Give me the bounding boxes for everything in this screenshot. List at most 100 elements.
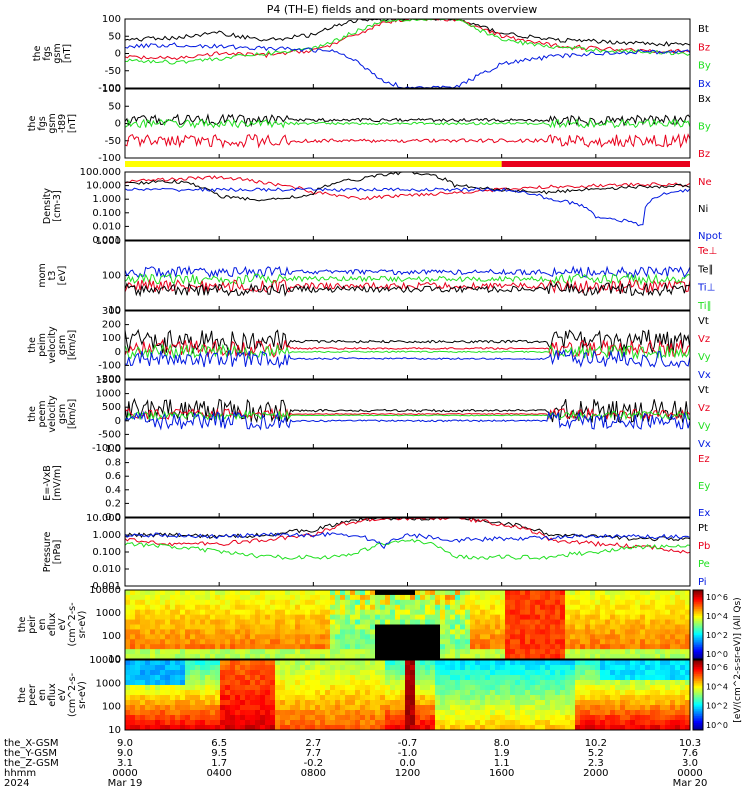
footer-y: 7.6 <box>682 748 698 759</box>
series-Pb-pressure <box>124 517 691 554</box>
legend-Ni: Ni <box>698 204 708 215</box>
colorbar-cell <box>693 629 703 632</box>
colorbar-cell <box>693 670 703 673</box>
ytick-label: 100 <box>102 702 121 713</box>
colorbar-cell <box>693 622 703 625</box>
colorbar-cell <box>693 638 703 641</box>
ytick-label: 0.8 <box>105 458 121 469</box>
legend-Vy: Vy <box>698 421 711 432</box>
colorbar-frame <box>692 659 704 731</box>
series-Bz-fgs-gsm <box>124 18 691 61</box>
footer-z: -0.2 <box>304 758 324 769</box>
colorbar-cell <box>693 709 703 712</box>
ytick-label: 1000 <box>96 389 121 400</box>
legend-Vx: Vx <box>698 439 711 450</box>
footer-row-label: 2024 <box>4 778 29 789</box>
colorbar-cell <box>693 702 703 705</box>
series-peem-Vy <box>124 409 691 422</box>
series-Ti-perp <box>124 265 691 279</box>
series-peem-Vx <box>124 410 691 431</box>
legend-Pi: Pi <box>698 577 707 588</box>
footer-z: 1.1 <box>494 758 510 769</box>
series-Pi-pressure <box>124 531 691 550</box>
series-peem-Vt <box>124 397 691 424</box>
colorbar-cell <box>693 698 703 701</box>
colorbar-cell <box>693 593 703 596</box>
footer-hhmm: 0400 <box>206 768 231 779</box>
colorbar-cell <box>693 645 703 648</box>
spectrogram-peir-en-eflux <box>125 590 691 660</box>
ytick-label: 0 <box>115 416 121 427</box>
series-By-fgs-gsm <box>124 18 691 65</box>
colorbar-cell <box>693 684 703 687</box>
colorbar-cell <box>693 624 703 627</box>
footer-x: 10.2 <box>585 738 607 749</box>
ytick-label: -50 <box>105 66 121 77</box>
colorbar-cell <box>693 717 703 720</box>
colorbar-cell <box>693 675 703 678</box>
footer-row-label: hhmm <box>4 768 36 779</box>
legend-Bz: Bz <box>698 149 710 160</box>
colorbar-cell <box>693 603 703 607</box>
footer-row-label: the_X-GSM <box>4 738 58 749</box>
colorbar-cell <box>693 677 703 680</box>
colorbar-tick: 10^6 <box>706 593 728 602</box>
footer-z: 3.0 <box>682 758 698 769</box>
ytick-label: 10 <box>108 725 121 736</box>
colorbar-cell <box>693 679 703 682</box>
series-peim-Vx <box>124 348 691 369</box>
colorbar-cell <box>693 615 703 619</box>
series-Pe-pressure <box>124 538 691 560</box>
footer-y: 5.2 <box>588 748 604 759</box>
colorbar-cell <box>693 682 703 685</box>
colorbar-cell <box>693 595 703 598</box>
colorbar-cell <box>693 688 703 691</box>
colorbar-cell <box>693 696 703 699</box>
ylabel: momt3[eV] <box>37 263 68 287</box>
colorbar-cell <box>693 610 703 613</box>
colorbar-tick: 10^0 <box>706 650 728 659</box>
ytick-label: 10.000 <box>86 181 121 192</box>
ylabel: Density[cm-3] <box>42 188 63 224</box>
colorbar-tick: 10^6 <box>706 663 728 672</box>
colorbar-cell <box>693 627 703 631</box>
legend-Te⊥: Te⊥ <box>697 246 717 257</box>
colorbar-cell <box>693 719 703 722</box>
colorbar-cell <box>693 602 703 605</box>
ylabel: thepeerenefluxeV(cm^2-s-sr-eV) <box>17 673 88 717</box>
ytick-label: 10 <box>108 654 121 665</box>
ytick-label: -100 <box>98 83 121 94</box>
legend-Vz: Vz <box>698 403 710 414</box>
footer-axis-table: the_X-GSMthe_Y-GSMthe_Z-GSMhhmm20249.09.… <box>4 738 707 789</box>
colorbar-tick: 10^4 <box>706 612 728 621</box>
footer-date: Mar 20 <box>673 778 708 789</box>
series-Ti-par <box>124 272 691 286</box>
ytick-label: 0.100 <box>92 208 121 219</box>
footer-y: 7.7 <box>305 748 321 759</box>
legend-Vz: Vz <box>698 334 710 345</box>
colorbar-cell <box>693 607 703 610</box>
colorbar-cell <box>693 614 703 617</box>
ytick-label: 200 <box>102 320 121 331</box>
colorbar-cell <box>693 655 703 658</box>
ytick-label: 10000 <box>89 585 121 596</box>
colorbar-cell <box>693 681 703 684</box>
footer-hhmm: 2000 <box>583 768 608 779</box>
legend-By: By <box>698 61 711 72</box>
footer-z: 1.7 <box>211 758 227 769</box>
footer-z: 3.1 <box>117 758 133 769</box>
colorbar-cell <box>693 634 703 638</box>
colorbar-cell <box>693 693 703 696</box>
colorbar-cell <box>693 721 703 724</box>
frame-density <box>124 171 691 241</box>
colorbar-label: [eV/(cm^2-s-sr-eV)] (All Qs) <box>733 597 743 722</box>
colorbar-cell <box>693 707 703 710</box>
colorbar-tick: 10^4 <box>706 682 728 691</box>
series-Bt-fgs-gsm <box>124 18 691 47</box>
legend-Bz: Bz <box>698 42 710 53</box>
colorbar-cell <box>693 667 703 670</box>
legend-Ey: Ey <box>698 481 710 492</box>
region-bar-red <box>501 161 690 167</box>
ytick-label: 1000 <box>96 608 121 619</box>
